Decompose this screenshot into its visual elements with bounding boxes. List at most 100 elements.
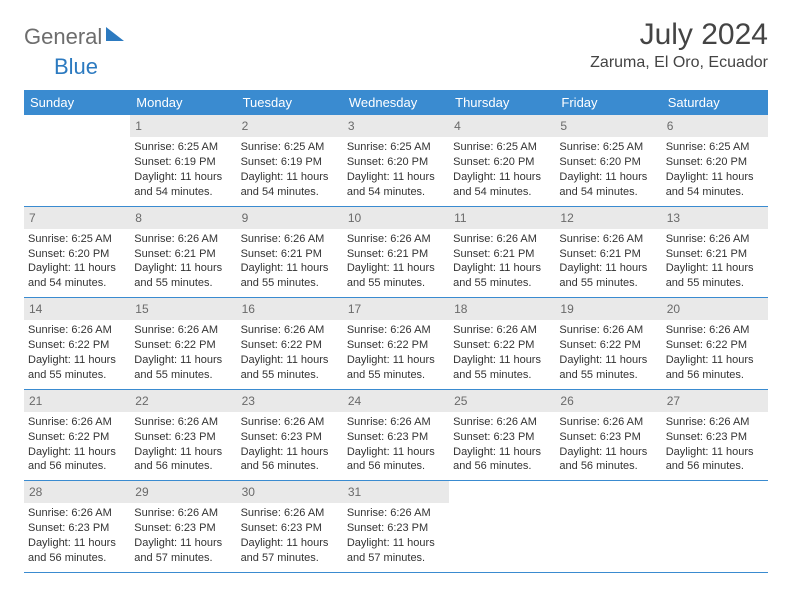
day-number: 17: [343, 298, 449, 320]
day-cell-27: 27 Sunrise: 6:26 AMSunset: 6:23 PMDayligh…: [662, 390, 768, 481]
day-details: Sunrise: 6:26 AMSunset: 6:23 PMDaylight:…: [134, 506, 232, 565]
day-details: Sunrise: 6:26 AMSunset: 6:22 PMDaylight:…: [347, 323, 445, 382]
day-cell-30: 30 Sunrise: 6:26 AMSunset: 6:23 PMDayligh…: [237, 481, 343, 572]
day-details: Sunrise: 6:26 AMSunset: 6:23 PMDaylight:…: [241, 506, 339, 565]
day-number: 7: [24, 207, 130, 229]
day-cell-14: 14 Sunrise: 6:26 AMSunset: 6:22 PMDayligh…: [24, 298, 130, 389]
day-number: 27: [662, 390, 768, 412]
day-number: 30: [237, 481, 343, 503]
day-details: Sunrise: 6:26 AMSunset: 6:23 PMDaylight:…: [666, 415, 764, 474]
day-cell-26: 26 Sunrise: 6:26 AMSunset: 6:23 PMDayligh…: [555, 390, 661, 481]
day-number: 2: [237, 115, 343, 137]
day-cell-29: 29Sunrise: 6:26 AMSunset: 6:23 PMDayligh…: [130, 481, 236, 572]
day-details: Sunrise: 6:26 AMSunset: 6:21 PMDaylight:…: [666, 232, 764, 291]
day-cell-18: 18 Sunrise: 6:26 AMSunset: 6:22 PMDayligh…: [449, 298, 555, 389]
day-details: Sunrise: 6:26 AMSunset: 6:21 PMDaylight:…: [347, 232, 445, 291]
day-details: Sunrise: 6:25 AMSunset: 6:19 PMDaylight:…: [134, 140, 232, 199]
day-cell-4: 4Sunrise: 6:25 AMSunset: 6:20 PMDaylight…: [449, 115, 555, 206]
day-cell-20: 20Sunrise: 6:26 AMSunset: 6:22 PMDayligh…: [662, 298, 768, 389]
dow-saturday: Saturday: [662, 90, 768, 115]
day-cell-10: 10Sunrise: 6:26 AMSunset: 6:21 PMDayligh…: [343, 207, 449, 298]
day-number: 5: [555, 115, 661, 137]
day-cell-16: 16Sunrise: 6:26 AMSunset: 6:22 PMDayligh…: [237, 298, 343, 389]
day-details: Sunrise: 6:26 AMSunset: 6:23 PMDaylight:…: [559, 415, 657, 474]
day-details: Sunrise: 6:26 AMSunset: 6:21 PMDaylight:…: [453, 232, 551, 291]
day-number: 8: [130, 207, 236, 229]
logo-text-blue: Blue: [54, 54, 98, 79]
day-details: Sunrise: 6:25 AMSunset: 6:19 PMDaylight:…: [241, 140, 339, 199]
day-number: 20: [662, 298, 768, 320]
day-number: 9: [237, 207, 343, 229]
day-cell-1: 1Sunrise: 6:25 AMSunset: 6:19 PMDaylight…: [130, 115, 236, 206]
day-cell-9: 9 Sunrise: 6:26 AMSunset: 6:21 PMDaylight…: [237, 207, 343, 298]
day-details: Sunrise: 6:26 AMSunset: 6:21 PMDaylight:…: [134, 232, 232, 291]
day-details: Sunrise: 6:26 AMSunset: 6:23 PMDaylight:…: [347, 506, 445, 565]
day-cell-empty: [662, 481, 768, 572]
day-details: Sunrise: 6:26 AMSunset: 6:23 PMDaylight:…: [241, 415, 339, 474]
dow-wednesday: Wednesday: [343, 90, 449, 115]
title-block: July 2024 Zaruma, El Oro, Ecuador: [590, 18, 768, 72]
day-details: Sunrise: 6:26 AMSunset: 6:22 PMDaylight:…: [559, 323, 657, 382]
day-cell-2: 2 Sunrise: 6:25 AMSunset: 6:19 PMDaylight…: [237, 115, 343, 206]
day-cell-19: 19 Sunrise: 6:26 AMSunset: 6:22 PMDayligh…: [555, 298, 661, 389]
location-label: Zaruma, El Oro, Ecuador: [590, 54, 768, 72]
day-details: Sunrise: 6:26 AMSunset: 6:22 PMDaylight:…: [28, 415, 126, 474]
week-row: 21 Sunrise: 6:26 AMSunset: 6:22 PMDayligh…: [24, 390, 768, 482]
logo-triangle-icon: [106, 27, 124, 41]
day-cell-28: 28Sunrise: 6:26 AMSunset: 6:23 PMDayligh…: [24, 481, 130, 572]
dow-tuesday: Tuesday: [237, 90, 343, 115]
day-number: 12: [555, 207, 661, 229]
day-cell-empty: [24, 115, 130, 206]
day-details: Sunrise: 6:26 AMSunset: 6:23 PMDaylight:…: [134, 415, 232, 474]
day-cell-22: 22 Sunrise: 6:26 AMSunset: 6:23 PMDayligh…: [130, 390, 236, 481]
day-number: 13: [662, 207, 768, 229]
day-details: Sunrise: 6:25 AMSunset: 6:20 PMDaylight:…: [347, 140, 445, 199]
dow-thursday: Thursday: [449, 90, 555, 115]
day-details: Sunrise: 6:25 AMSunset: 6:20 PMDaylight:…: [666, 140, 764, 199]
day-cell-24: 24 Sunrise: 6:26 AMSunset: 6:23 PMDayligh…: [343, 390, 449, 481]
day-cell-6: 6Sunrise: 6:25 AMSunset: 6:20 PMDaylight…: [662, 115, 768, 206]
day-cell-21: 21 Sunrise: 6:26 AMSunset: 6:22 PMDayligh…: [24, 390, 130, 481]
day-cell-empty: [555, 481, 661, 572]
day-details: Sunrise: 6:25 AMSunset: 6:20 PMDaylight:…: [28, 232, 126, 291]
day-number: 21: [24, 390, 130, 412]
day-details: Sunrise: 6:26 AMSunset: 6:21 PMDaylight:…: [559, 232, 657, 291]
week-row: 1Sunrise: 6:25 AMSunset: 6:19 PMDaylight…: [24, 115, 768, 207]
logo: General: [24, 18, 124, 50]
day-number: 22: [130, 390, 236, 412]
day-number: 31: [343, 481, 449, 503]
day-cell-8: 8 Sunrise: 6:26 AMSunset: 6:21 PMDaylight…: [130, 207, 236, 298]
day-cell-12: 12 Sunrise: 6:26 AMSunset: 6:21 PMDayligh…: [555, 207, 661, 298]
day-details: Sunrise: 6:26 AMSunset: 6:22 PMDaylight:…: [28, 323, 126, 382]
day-cell-7: 7 Sunrise: 6:25 AMSunset: 6:20 PMDaylight…: [24, 207, 130, 298]
day-details: Sunrise: 6:26 AMSunset: 6:22 PMDaylight:…: [134, 323, 232, 382]
day-number: 15: [130, 298, 236, 320]
day-cell-11: 11 Sunrise: 6:26 AMSunset: 6:21 PMDayligh…: [449, 207, 555, 298]
day-details: Sunrise: 6:26 AMSunset: 6:21 PMDaylight:…: [241, 232, 339, 291]
day-details: Sunrise: 6:25 AMSunset: 6:20 PMDaylight:…: [559, 140, 657, 199]
day-number: 24: [343, 390, 449, 412]
day-number: 18: [449, 298, 555, 320]
day-number: 19: [555, 298, 661, 320]
day-details: Sunrise: 6:26 AMSunset: 6:23 PMDaylight:…: [347, 415, 445, 474]
day-details: Sunrise: 6:26 AMSunset: 6:23 PMDaylight:…: [28, 506, 126, 565]
day-number: 11: [449, 207, 555, 229]
day-cell-25: 25 Sunrise: 6:26 AMSunset: 6:23 PMDayligh…: [449, 390, 555, 481]
month-title: July 2024: [590, 18, 768, 52]
week-row: 7 Sunrise: 6:25 AMSunset: 6:20 PMDaylight…: [24, 207, 768, 299]
day-number: 25: [449, 390, 555, 412]
day-details: Sunrise: 6:26 AMSunset: 6:22 PMDaylight:…: [453, 323, 551, 382]
day-cell-31: 31 Sunrise: 6:26 AMSunset: 6:23 PMDayligh…: [343, 481, 449, 572]
day-details: Sunrise: 6:26 AMSunset: 6:23 PMDaylight:…: [453, 415, 551, 474]
day-number: 23: [237, 390, 343, 412]
day-cell-5: 5 Sunrise: 6:25 AMSunset: 6:20 PMDaylight…: [555, 115, 661, 206]
day-number: 14: [24, 298, 130, 320]
day-number: 26: [555, 390, 661, 412]
day-number: 4: [449, 115, 555, 137]
day-cell-empty: [449, 481, 555, 572]
dow-sunday: Sunday: [24, 90, 130, 115]
day-number: 16: [237, 298, 343, 320]
day-cell-23: 23 Sunrise: 6:26 AMSunset: 6:23 PMDayligh…: [237, 390, 343, 481]
calendar: SundayMondayTuesdayWednesdayThursdayFrid…: [24, 90, 768, 573]
dow-friday: Friday: [555, 90, 661, 115]
